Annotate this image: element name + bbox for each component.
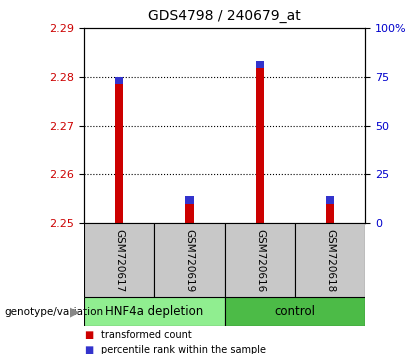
- Bar: [155, 223, 225, 297]
- Bar: [84, 223, 155, 297]
- Text: ▶: ▶: [70, 305, 80, 318]
- Text: percentile rank within the sample: percentile rank within the sample: [101, 346, 266, 354]
- Bar: [185, 196, 194, 223]
- Text: genotype/variation: genotype/variation: [4, 307, 103, 316]
- Bar: [256, 61, 264, 223]
- Bar: [326, 196, 334, 223]
- Bar: [326, 196, 334, 204]
- Text: GSM720618: GSM720618: [325, 229, 335, 292]
- Bar: [84, 297, 225, 326]
- Text: GSM720616: GSM720616: [255, 229, 265, 292]
- Text: GSM720617: GSM720617: [114, 229, 124, 292]
- Bar: [295, 223, 365, 297]
- Title: GDS4798 / 240679_at: GDS4798 / 240679_at: [148, 9, 301, 23]
- Text: control: control: [275, 305, 315, 318]
- Bar: [115, 77, 123, 223]
- Text: transformed count: transformed count: [101, 330, 192, 339]
- Bar: [115, 77, 123, 84]
- Text: ■: ■: [84, 330, 93, 339]
- Text: HNF4a depletion: HNF4a depletion: [105, 305, 203, 318]
- Text: ■: ■: [84, 346, 93, 354]
- Bar: [256, 61, 264, 68]
- Bar: [225, 297, 365, 326]
- Bar: [225, 223, 295, 297]
- Text: GSM720619: GSM720619: [184, 229, 194, 292]
- Bar: [185, 196, 194, 204]
